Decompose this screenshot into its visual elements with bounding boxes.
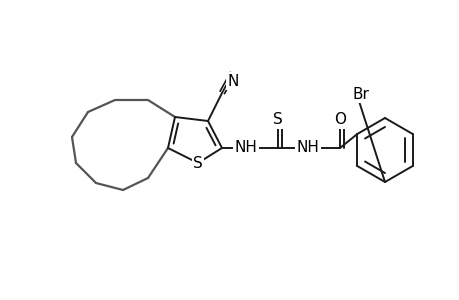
- Text: NH: NH: [234, 140, 257, 155]
- Text: S: S: [273, 112, 282, 128]
- Text: NH: NH: [296, 140, 319, 155]
- Text: N: N: [227, 74, 238, 88]
- Text: Br: Br: [352, 86, 369, 101]
- Text: O: O: [333, 112, 345, 128]
- Text: S: S: [193, 155, 202, 170]
